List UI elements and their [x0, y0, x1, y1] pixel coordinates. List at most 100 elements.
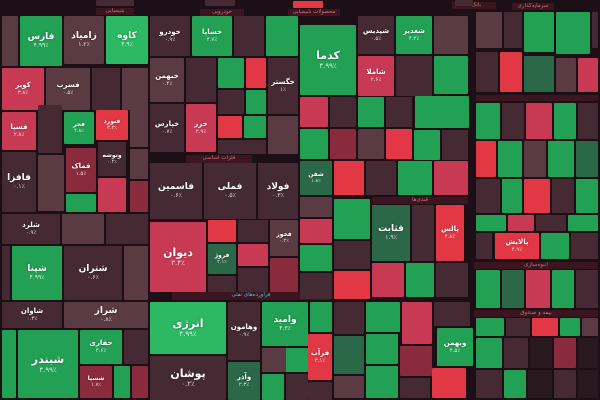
treemap-tile[interactable] [218, 90, 244, 114]
treemap-tile[interactable] [476, 52, 498, 92]
treemap-tile-خگستر[interactable]: خگستر ۱٪ [268, 58, 298, 114]
treemap-tile-فماک[interactable]: فماک ۱.۵٪ [66, 148, 96, 192]
treemap-tile[interactable] [358, 129, 384, 159]
treemap-tile[interactable] [124, 330, 148, 364]
treemap-tile-شلرد[interactable]: شلرد ۰.۹٪ [2, 214, 60, 244]
treemap-tile[interactable] [310, 302, 332, 332]
treemap-tile-انرژی[interactable]: انرژی ۴.۹۹٪ [150, 302, 226, 354]
treemap-tile-شتران[interactable]: شتران ۰.۶٪ [64, 246, 122, 300]
treemap-tile-خساپا[interactable]: خساپا ۴.۷٪ [192, 16, 232, 56]
treemap-tile[interactable] [205, 0, 235, 6]
treemap-tile-شفن[interactable]: شفن ۱.۸٪ [300, 161, 332, 195]
treemap-tile[interactable] [334, 376, 364, 398]
treemap-tile[interactable] [578, 338, 598, 368]
sector-header[interactable]: سرمایه‌گذاری [512, 3, 554, 10]
treemap-tile[interactable] [300, 245, 332, 271]
treemap-tile-کاوه[interactable]: کاوه ۴.۹٪ [106, 16, 148, 64]
treemap-tile-فسپا[interactable]: فسپا ۲.۸٪ [2, 112, 36, 150]
treemap-tile[interactable] [560, 318, 580, 336]
treemap-tile[interactable] [434, 161, 468, 195]
treemap-tile[interactable] [372, 263, 404, 297]
treemap-tile[interactable] [130, 149, 148, 179]
treemap-tile[interactable] [358, 97, 384, 127]
sector-header[interactable]: خودرویی [200, 9, 244, 16]
treemap-tile[interactable] [266, 16, 298, 56]
treemap-tile[interactable] [498, 141, 522, 177]
treemap-tile[interactable] [530, 338, 552, 368]
treemap-tile[interactable] [38, 155, 64, 211]
treemap-tile[interactable] [238, 244, 268, 266]
treemap-tile[interactable] [455, 0, 473, 6]
treemap-tile[interactable] [552, 179, 574, 213]
treemap-tile[interactable] [508, 215, 534, 231]
treemap-tile[interactable] [286, 348, 308, 372]
treemap-tile[interactable] [442, 130, 468, 160]
treemap-tile[interactable] [66, 194, 96, 212]
treemap-tile[interactable] [556, 12, 590, 54]
sector-header[interactable] [476, 95, 598, 101]
treemap-tile[interactable] [541, 233, 569, 259]
treemap-tile[interactable] [506, 318, 530, 336]
treemap-tile[interactable] [476, 318, 504, 336]
treemap-tile-فارس[interactable]: فارس ۴.۹۹٪ [20, 16, 62, 66]
treemap-tile[interactable] [504, 370, 526, 398]
sector-header[interactable]: بانک‌ها [452, 2, 496, 9]
treemap-tile[interactable] [504, 12, 522, 48]
treemap-tile-کویر[interactable]: کویر ۳.۸٪ [2, 68, 44, 110]
treemap-tile[interactable] [554, 103, 576, 139]
treemap-tile[interactable] [244, 116, 266, 138]
treemap-tile[interactable] [576, 179, 598, 213]
treemap-tile[interactable] [400, 346, 432, 376]
treemap-tile[interactable] [208, 276, 236, 292]
treemap-tile[interactable] [2, 330, 16, 398]
treemap-tile[interactable] [334, 271, 370, 299]
sector-header[interactable]: محصولات شیمیایی [288, 9, 340, 16]
treemap-tile[interactable] [412, 205, 434, 261]
treemap-tile-وتوشه[interactable]: وتوشه ۰.۴٪ [98, 142, 126, 176]
treemap-tile[interactable] [124, 246, 148, 300]
treemap-tile-شپدیس[interactable]: شپدیس ۰.۵٪ [358, 16, 394, 54]
treemap-tile[interactable] [524, 12, 554, 52]
treemap-tile[interactable] [218, 140, 266, 154]
treemap-tile[interactable] [476, 270, 500, 308]
treemap-tile[interactable] [106, 214, 148, 244]
sector-header[interactable]: فلزات اساسی [186, 155, 252, 163]
treemap-tile[interactable] [300, 197, 332, 217]
treemap-tile-کدما[interactable]: کدما ۴.۹۹٪ [300, 25, 356, 95]
treemap-tile[interactable] [532, 318, 558, 336]
treemap-tile-شپنا[interactable]: شپنا ۴.۹۹٪ [12, 246, 62, 300]
treemap-tile[interactable] [476, 338, 502, 368]
treemap-tile-فرآب[interactable]: فرآب ۳.۱٪ [308, 334, 332, 380]
treemap-tile[interactable] [366, 334, 398, 364]
treemap-tile[interactable] [548, 141, 574, 177]
treemap-tile[interactable] [334, 336, 364, 374]
treemap-tile[interactable] [334, 161, 364, 195]
treemap-tile[interactable] [476, 233, 492, 259]
treemap-tile[interactable] [270, 258, 298, 292]
treemap-tile[interactable] [2, 16, 18, 66]
treemap-tile[interactable] [578, 370, 598, 398]
treemap-tile[interactable] [396, 56, 432, 96]
treemap-tile[interactable] [476, 103, 500, 139]
sector-header[interactable]: شیمیایی [96, 8, 134, 15]
treemap-tile[interactable] [386, 129, 412, 159]
treemap-tile-فاسمین[interactable]: فاسمین ۰.۶٪ [150, 163, 202, 219]
treemap-tile[interactable] [92, 68, 120, 110]
treemap-tile[interactable] [526, 270, 550, 308]
treemap-tile[interactable] [554, 338, 576, 368]
treemap-tile[interactable] [98, 178, 126, 212]
treemap-tile[interactable] [208, 220, 236, 242]
treemap-tile[interactable] [114, 366, 130, 398]
treemap-tile[interactable] [582, 318, 598, 336]
treemap-tile-شاوان[interactable]: شاوان ۰.۳٪ [2, 302, 62, 328]
treemap-tile-شغدیر[interactable]: شغدیر ۴.۲٪ [396, 16, 432, 54]
treemap-tile-وهامون[interactable]: وهامون ۰.۹٪ [228, 302, 260, 360]
treemap-tile[interactable] [300, 129, 328, 159]
treemap-tile[interactable] [502, 103, 524, 139]
treemap-tile[interactable] [286, 374, 308, 400]
treemap-tile[interactable] [578, 103, 598, 139]
treemap-tile[interactable] [568, 215, 598, 231]
treemap-tile-خزر[interactable]: خزر ۲.۹٪ [186, 104, 216, 152]
treemap-tile[interactable] [246, 58, 266, 88]
treemap-tile-فملی[interactable]: فملی ۰.۵٪ [204, 163, 256, 219]
